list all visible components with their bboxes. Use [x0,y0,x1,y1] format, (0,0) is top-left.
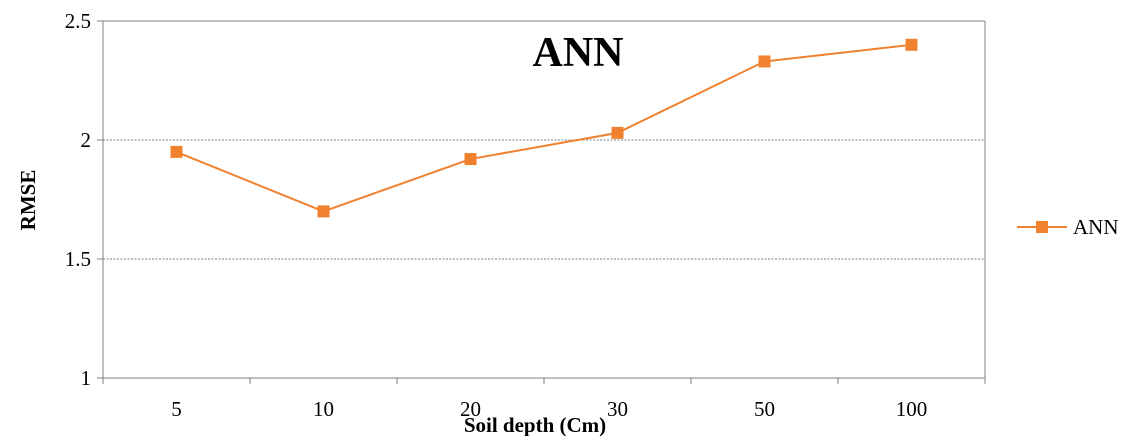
data-point-5 [905,38,918,51]
x-tick-label-3: 30 [607,397,628,421]
legend-label-ann: ANN [1073,215,1119,239]
legend: ANN [1017,215,1119,239]
axes [97,20,986,384]
x-tick-label-0: 5 [171,397,182,421]
data-point-2 [464,153,477,166]
x-tick-label-2: 20 [460,397,481,421]
x-tick-labels: 5 10 20 30 50 100 [171,397,927,421]
data-point-4 [758,55,771,68]
y-tick-label-3: 2.5 [65,9,91,33]
y-tick-label-0: 1 [81,366,92,390]
y-axis-title: RMSE [16,170,40,231]
x-tick-label-5: 100 [896,397,928,421]
series-ann [170,38,918,218]
chart-title: ANN [533,30,624,76]
data-point-1 [317,205,330,218]
gridlines [103,20,985,260]
y-tick-label-2: 2 [81,128,92,152]
legend-marker [1036,221,1048,233]
series-line-0 [176,43,912,213]
data-point-0 [170,145,183,158]
x-axis-title: Soil depth (Cm) [464,413,606,436]
data-point-3 [611,126,624,139]
x-tick-label-4: 50 [754,397,775,421]
y-tick-labels: 1 1.5 2 2.5 [65,9,91,390]
y-tick-label-1: 1.5 [65,247,91,271]
x-tick-label-1: 10 [313,397,334,421]
